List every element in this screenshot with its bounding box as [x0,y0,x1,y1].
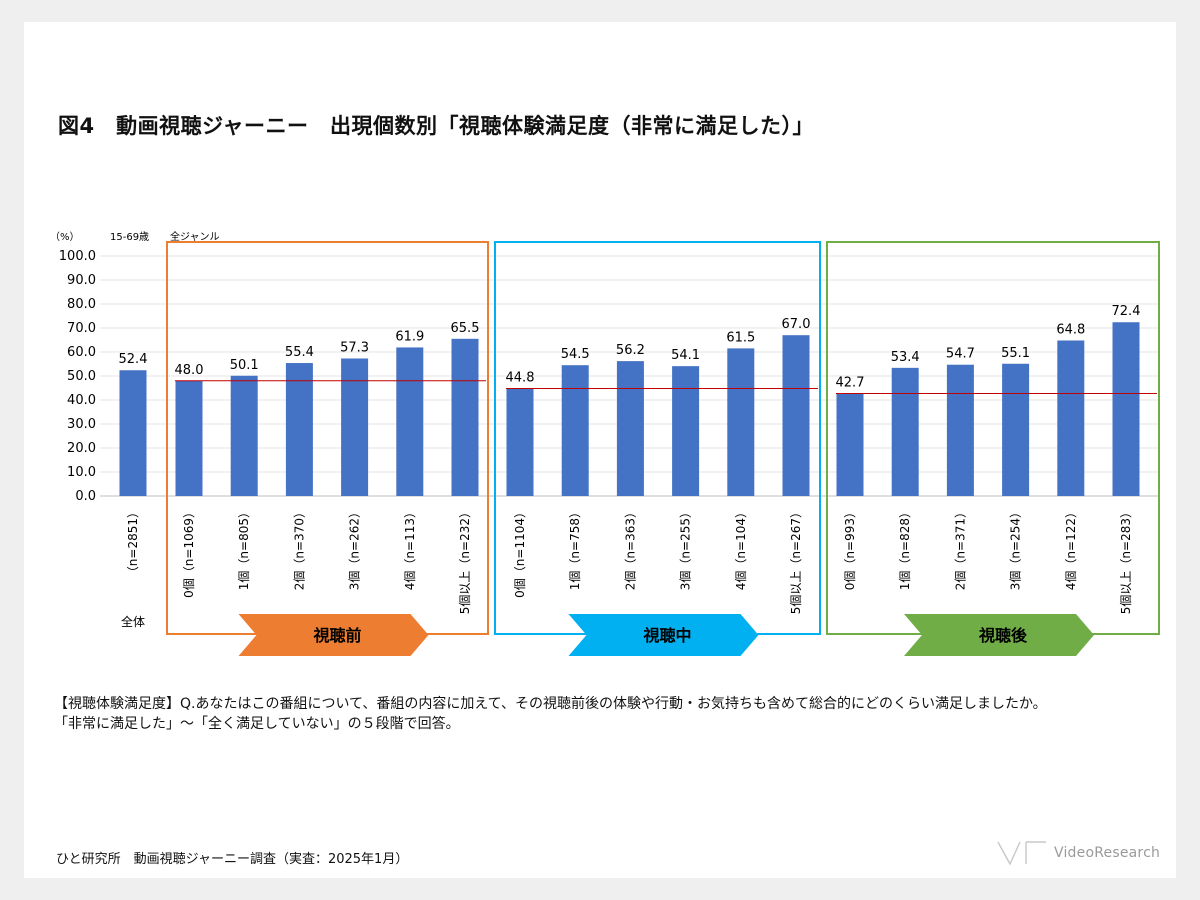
age-label: 15-69歳 [110,231,149,243]
bar [782,335,810,496]
y-tick-label: 40.0 [67,393,96,408]
bar [1057,340,1085,496]
category-label: 4個（n=104） [734,506,748,590]
y-tick-label: 20.0 [67,441,96,456]
data-label: 55.1 [1001,346,1030,361]
bar [1112,322,1140,496]
phase-label: 視聴前 [312,626,361,645]
data-label: 50.1 [230,358,259,373]
group-box [166,241,489,635]
group-box [494,241,821,635]
category-label: 1個（n=805） [237,506,251,590]
data-label: 54.5 [561,347,590,362]
phase-banner [904,614,1094,656]
bar [396,347,424,496]
data-label: 64.8 [1056,322,1085,337]
phase-label: 視聴中 [642,626,691,645]
category-label: 5個以上（n=232） [458,506,472,614]
overall-group-label: 全体 [121,614,145,629]
data-label: 52.4 [119,352,148,367]
unit-label: （%） [50,231,80,243]
y-tick-label: 100.0 [59,249,96,264]
y-tick-label: 60.0 [67,345,96,360]
category-label: 2個（n=370） [292,506,306,590]
category-label: 1個（n=758） [568,506,582,590]
category-label: 4個（n=122） [1064,506,1078,590]
bar [891,367,919,496]
logo-text: VideoResearch [1054,845,1161,861]
data-label: 42.7 [836,376,865,391]
data-label: 53.4 [891,350,920,365]
bar [451,338,479,496]
category-label: 5個以上（n=283） [1119,506,1133,614]
bar [616,361,644,496]
phase-banner [238,614,429,656]
bar [119,370,147,496]
bar [175,380,203,496]
data-label: 55.4 [285,345,314,360]
data-label: 61.5 [726,330,755,345]
phase-label: 視聴後 [978,626,1028,645]
y-tick-label: 0.0 [75,489,96,504]
data-label: 61.9 [395,329,424,344]
bar [672,366,700,496]
data-label: 67.0 [782,317,811,332]
y-tick-label: 10.0 [67,465,96,480]
data-label: 54.1 [671,348,700,363]
category-label: （n=2851） [126,506,140,578]
category-label: 2個（n=371） [953,506,967,590]
note-line-1: 【視聴体験満足度】Q.あなたはこの番組について、番組の内容に加えて、その視聴前後… [54,696,1047,712]
bar [836,393,864,496]
note-line-2: 「非常に満足した」～「全く満足していない」の５段階で回答。 [54,716,460,732]
category-label: 4個（n=113） [403,506,417,590]
company-logo: VideoResearch [996,838,1160,868]
data-label: 54.7 [946,347,975,362]
bar [1002,363,1030,496]
data-label: 65.5 [451,321,480,336]
data-label: 48.0 [175,363,204,378]
bar [506,388,534,496]
category-label: 3個（n=262） [348,506,362,590]
y-tick-label: 30.0 [67,417,96,432]
data-label: 56.2 [616,343,645,358]
category-label: 3個（n=254） [1009,506,1023,590]
bar [561,365,589,496]
category-label: 0個（n=1104） [513,506,527,598]
data-label: 44.8 [506,370,535,385]
y-tick-label: 70.0 [67,321,96,336]
bar [341,358,369,496]
bar [727,348,755,496]
data-label: 72.4 [1112,304,1141,319]
category-label: 3個（n=255） [679,506,693,590]
y-tick-label: 50.0 [67,369,96,384]
group-box [826,241,1160,635]
genre-label: 全ジャンル [170,230,220,243]
y-tick-label: 80.0 [67,297,96,312]
bar [230,375,258,496]
bar [946,364,974,496]
category-label: 0個（n=993） [843,506,857,590]
category-label: 1個（n=828） [898,506,912,590]
category-label: 2個（n=363） [623,506,637,590]
data-label: 57.3 [340,340,369,355]
bar-chart: （%） 15-69歳 全ジャンル 100.0 90.0 80.0 70.0 60.0 50.0 4… [50,230,1160,656]
y-tick-label: 90.0 [67,273,96,288]
category-label: 0個（n=1069） [182,506,196,598]
logo-mark-icon [997,841,1046,866]
question-note: 【視聴体験満足度】Q.あなたはこの番組について、番組の内容に加えて、その視聴前後… [54,694,1047,734]
slide: 図4 動画視聴ジャーニー 出現個数別「視聴体験満足度（非常に満足した）」 （%）… [24,22,1176,878]
phase-banner [568,614,759,656]
bar [285,363,313,496]
category-label: 5個以上（n=267） [789,506,803,614]
page-title: 図4 動画視聴ジャーニー 出現個数別「視聴体験満足度（非常に満足した）」 [58,114,815,138]
source-credit: ひと研究所 動画視聴ジャーニー調査（実査：2025年1月） [56,852,409,867]
